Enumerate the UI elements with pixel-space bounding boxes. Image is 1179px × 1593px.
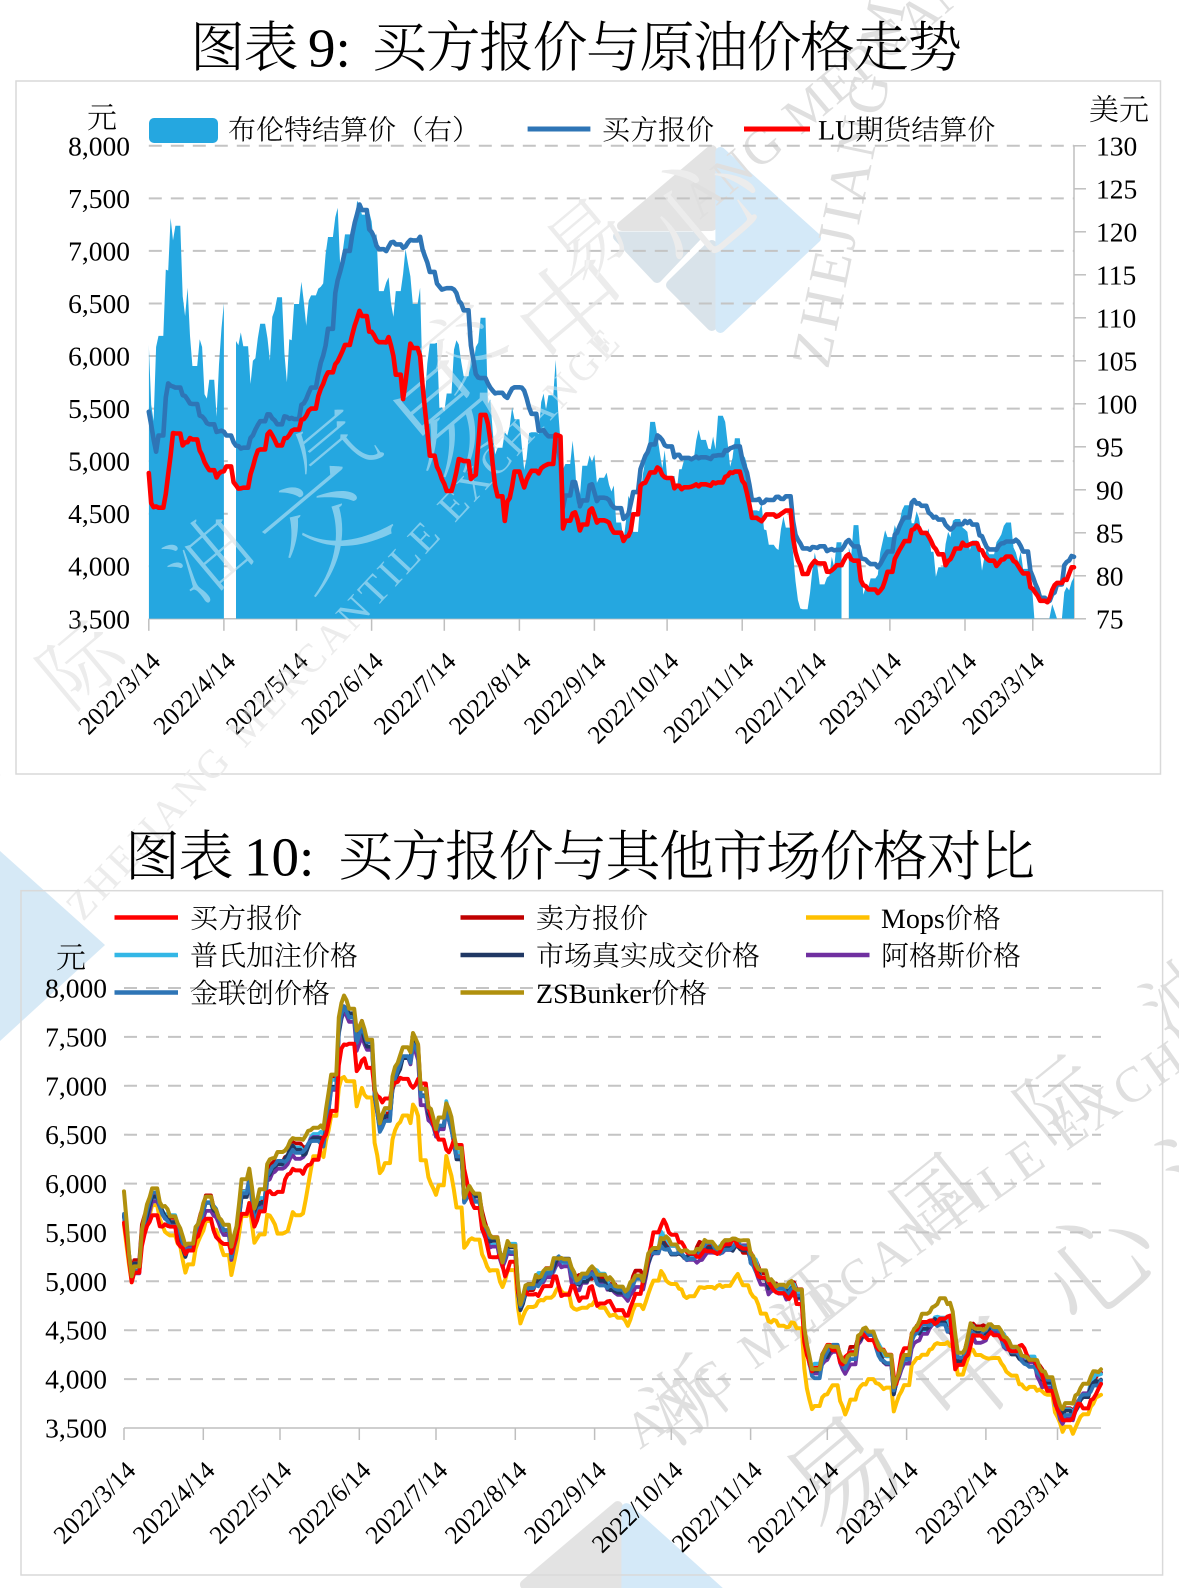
svg-text:90: 90	[1096, 474, 1124, 505]
svg-text:5,000: 5,000	[68, 446, 130, 477]
svg-text:6,500: 6,500	[68, 288, 130, 319]
svg-text:85: 85	[1096, 517, 1124, 548]
svg-text:6,000: 6,000	[68, 341, 130, 372]
svg-text:120: 120	[1096, 216, 1137, 247]
svg-text:3,500: 3,500	[45, 1413, 107, 1444]
svg-text:6,500: 6,500	[45, 1119, 107, 1150]
svg-text:130: 130	[1096, 130, 1137, 161]
svg-text:100: 100	[1096, 388, 1137, 419]
svg-text:125: 125	[1096, 173, 1137, 204]
svg-text:7,500: 7,500	[45, 1021, 107, 1052]
svg-text:8,000: 8,000	[68, 130, 130, 161]
svg-text:5,000: 5,000	[45, 1266, 107, 1297]
svg-text:110: 110	[1096, 302, 1136, 333]
svg-text:5,500: 5,500	[68, 393, 130, 424]
svg-text:7,500: 7,500	[68, 183, 130, 214]
svg-text:4,000: 4,000	[68, 551, 130, 582]
svg-text:95: 95	[1096, 431, 1124, 462]
svg-text:7,000: 7,000	[45, 1070, 107, 1101]
svg-text:7,000: 7,000	[68, 235, 130, 266]
svg-text:6,000: 6,000	[45, 1168, 107, 1199]
svg-text:105: 105	[1096, 345, 1137, 376]
svg-text:5,500: 5,500	[45, 1217, 107, 1248]
svg-text:115: 115	[1096, 259, 1136, 290]
svg-text:4,000: 4,000	[45, 1364, 107, 1395]
svg-text:80: 80	[1096, 560, 1124, 591]
svg-text:4,500: 4,500	[45, 1315, 107, 1346]
svg-text:4,500: 4,500	[68, 498, 130, 529]
svg-text:75: 75	[1096, 603, 1124, 634]
svg-text:8,000: 8,000	[45, 973, 107, 1004]
